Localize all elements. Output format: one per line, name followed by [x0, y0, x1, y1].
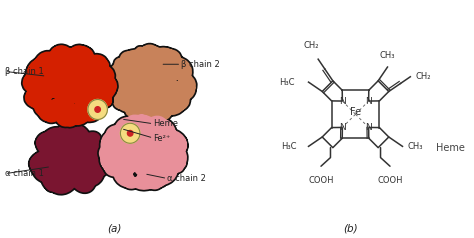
Circle shape — [120, 123, 140, 143]
Text: CH₂: CH₂ — [415, 72, 430, 81]
Circle shape — [88, 99, 108, 119]
Text: α chain 1: α chain 1 — [5, 169, 44, 178]
Text: Heme: Heme — [436, 143, 465, 153]
Text: Fe²⁺: Fe²⁺ — [154, 134, 171, 143]
Text: (b): (b) — [344, 223, 358, 233]
Circle shape — [128, 130, 133, 136]
Text: COOH: COOH — [377, 176, 403, 185]
Text: CH₂: CH₂ — [303, 41, 319, 50]
Text: α chain 2: α chain 2 — [167, 174, 206, 183]
Text: CH₃: CH₃ — [407, 142, 423, 151]
Text: H₃C: H₃C — [281, 142, 297, 151]
Text: Fe: Fe — [350, 107, 361, 117]
Text: Heme: Heme — [154, 119, 178, 128]
Text: H₃C: H₃C — [279, 78, 294, 87]
Text: COOH: COOH — [308, 176, 334, 185]
Text: (a): (a) — [107, 223, 121, 233]
Text: β chain 1: β chain 1 — [5, 67, 44, 76]
Text: CH₃: CH₃ — [380, 51, 395, 60]
Text: N: N — [339, 97, 346, 105]
Text: N: N — [365, 123, 372, 132]
Text: β chain 2: β chain 2 — [181, 60, 220, 69]
Circle shape — [95, 107, 100, 112]
Text: N: N — [365, 97, 372, 105]
Text: N: N — [339, 123, 346, 132]
